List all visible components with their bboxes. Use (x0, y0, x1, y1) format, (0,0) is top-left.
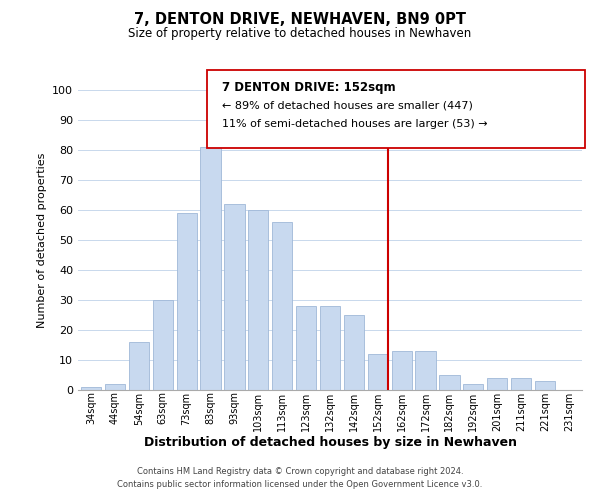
Bar (415, 351, 436, 390)
Text: 7, DENTON DRIVE, NEWHAVEN, BN9 0PT: 7, DENTON DRIVE, NEWHAVEN, BN9 0PT (134, 12, 466, 28)
Text: Contains HM Land Registry data © Crown copyright and database right 2024.: Contains HM Land Registry data © Crown c… (137, 467, 463, 476)
Bar (439, 375, 460, 390)
Y-axis label: Number of detached properties: Number of detached properties (37, 152, 47, 328)
Bar (487, 378, 508, 390)
Bar (272, 222, 292, 390)
Bar (105, 384, 125, 390)
Bar (176, 213, 197, 390)
Bar (463, 384, 484, 390)
Text: 7 DENTON DRIVE: 152sqm: 7 DENTON DRIVE: 152sqm (222, 81, 395, 94)
Text: Contains public sector information licensed under the Open Government Licence v3: Contains public sector information licen… (118, 480, 482, 489)
Bar (368, 354, 388, 390)
Bar (129, 342, 149, 390)
Text: Distribution of detached houses by size in Newhaven: Distribution of detached houses by size … (143, 436, 517, 449)
Text: ← 89% of detached houses are smaller (447): ← 89% of detached houses are smaller (44… (222, 100, 473, 110)
Bar (200, 147, 221, 390)
Bar (535, 381, 555, 390)
Bar (81, 387, 101, 390)
Bar (152, 300, 173, 390)
Text: Size of property relative to detached houses in Newhaven: Size of property relative to detached ho… (128, 28, 472, 40)
Bar (248, 210, 268, 390)
Bar (224, 204, 245, 390)
Text: 11% of semi-detached houses are larger (53) →: 11% of semi-detached houses are larger (… (222, 119, 488, 129)
Bar (320, 306, 340, 390)
Bar (511, 378, 531, 390)
Bar (296, 306, 316, 390)
Bar (344, 315, 364, 390)
Bar (392, 351, 412, 390)
